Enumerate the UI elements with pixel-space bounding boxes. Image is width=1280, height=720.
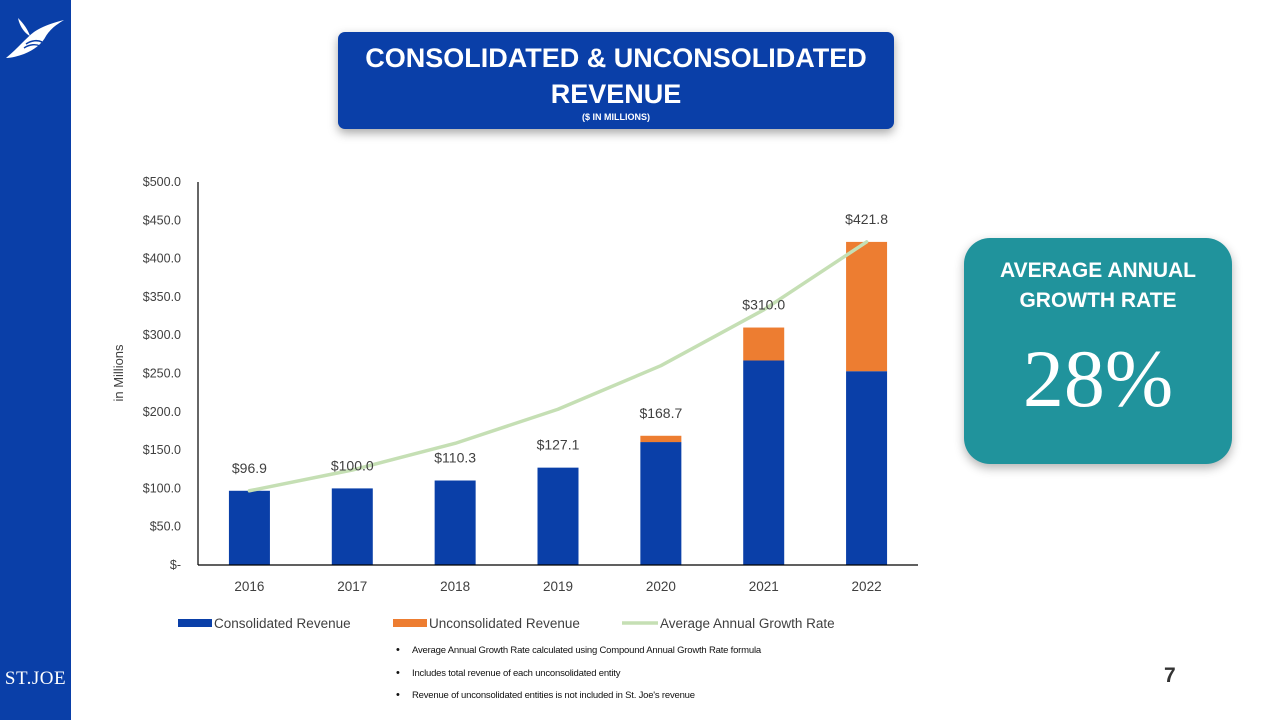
consolidated-bar xyxy=(331,488,373,565)
total-data-label: $310.0 xyxy=(742,297,785,313)
total-data-label: $127.1 xyxy=(537,437,580,453)
y-tick-label: $500.0 xyxy=(143,175,181,189)
legend-consolidated-label: Consolidated Revenue xyxy=(214,616,351,631)
footnotes: Average Annual Growth Rate calculated us… xyxy=(396,644,761,713)
total-data-label: $96.9 xyxy=(232,460,267,476)
consolidated-bar xyxy=(537,467,579,565)
consolidated-bar xyxy=(640,442,682,565)
page-title: CONSOLIDATED & UNCONSOLIDATED REVENUE xyxy=(365,43,867,109)
footnote: Revenue of unconsolidated entities is no… xyxy=(396,689,761,713)
consolidated-bar xyxy=(846,371,888,565)
footnote: Includes total revenue of each unconsoli… xyxy=(396,667,761,691)
growth-rate-title: AVERAGE ANNUAL GROWTH RATE xyxy=(999,259,1196,312)
legend-consolidated-swatch xyxy=(178,619,212,627)
growth-rate-value: 28% xyxy=(1022,333,1174,424)
footnote: Average Annual Growth Rate calculated us… xyxy=(396,644,761,668)
page-number: 7 xyxy=(1164,664,1176,687)
brand-wordmark: ST.JOE xyxy=(4,668,67,689)
legend-unconsolidated-label: Unconsolidated Revenue xyxy=(429,616,580,631)
title-banner: CONSOLIDATED & UNCONSOLIDATED REVENUE ($… xyxy=(338,32,894,129)
legend-growth-rate-label: Average Annual Growth Rate xyxy=(660,616,835,631)
total-data-label: $168.7 xyxy=(639,405,682,421)
x-tick-label: 2020 xyxy=(646,579,676,594)
x-tick-label: 2021 xyxy=(749,579,779,594)
consolidated-bar xyxy=(228,490,270,565)
y-axis-label: in Millions xyxy=(111,344,126,402)
total-data-label: $421.8 xyxy=(845,211,888,227)
growth-rate-card: AVERAGE ANNUAL GROWTH RATE 28% xyxy=(964,238,1232,464)
total-data-label: $110.3 xyxy=(434,450,476,466)
y-tick-label: $300.0 xyxy=(143,328,181,342)
growth-rate-line xyxy=(247,240,869,493)
unconsolidated-bar xyxy=(846,241,888,372)
x-tick-label: 2017 xyxy=(337,579,367,594)
sidebar: ST.JOE xyxy=(0,0,71,720)
y-tick-label: $150.0 xyxy=(143,443,181,457)
y-tick-label: $200.0 xyxy=(143,405,181,419)
legend-unconsolidated-swatch xyxy=(393,619,427,627)
x-tick-label: 2016 xyxy=(234,579,264,594)
y-tick-label: $400.0 xyxy=(143,252,181,266)
bird-icon xyxy=(6,18,64,58)
page-subtitle: ($ IN MILLIONS) xyxy=(582,112,650,122)
y-tick-label: $450.0 xyxy=(143,213,181,227)
x-tick-label: 2018 xyxy=(440,579,470,594)
y-tick-label: $50.0 xyxy=(150,520,181,534)
consolidated-bar xyxy=(743,360,785,565)
y-tick-label: $350.0 xyxy=(143,290,181,304)
x-tick-label: 2019 xyxy=(543,579,573,594)
y-tick-label: $250.0 xyxy=(143,367,181,381)
y-tick-label: $- xyxy=(170,558,181,572)
y-tick-label: $100.0 xyxy=(143,481,181,495)
unconsolidated-bar xyxy=(743,327,785,361)
unconsolidated-bar xyxy=(640,435,682,443)
consolidated-bar xyxy=(434,480,476,565)
total-data-label: $100.0 xyxy=(331,457,374,473)
x-tick-label: 2022 xyxy=(852,579,882,594)
